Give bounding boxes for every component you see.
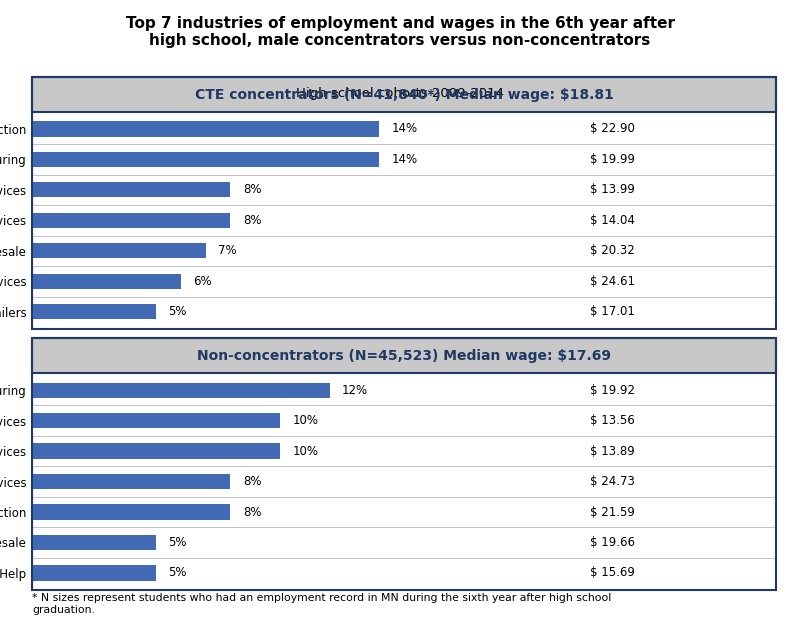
Text: $ 24.61: $ 24.61 [590, 275, 635, 288]
Text: 8%: 8% [243, 506, 262, 519]
Text: 7%: 7% [218, 244, 237, 257]
Text: 8%: 8% [243, 475, 262, 488]
Text: 8%: 8% [243, 183, 262, 196]
Text: $ 19.66: $ 19.66 [590, 536, 635, 549]
Text: Top 7 industries of employment and wages in the 6th year after
high school, male: Top 7 industries of employment and wages… [126, 16, 674, 49]
Text: 12%: 12% [342, 384, 368, 397]
Bar [32, 383, 330, 398]
Bar [32, 213, 230, 228]
Text: CTE concentrators (N=41,840*) Median wage: $18.81: CTE concentrators (N=41,840*) Median wag… [194, 88, 614, 101]
Text: 14%: 14% [392, 153, 418, 166]
Text: $ 21.59: $ 21.59 [590, 506, 635, 519]
Bar [32, 243, 206, 258]
Text: High school cohorts 2009-2014: High school cohorts 2009-2014 [296, 87, 504, 99]
Text: 6%: 6% [194, 275, 212, 288]
Text: 10%: 10% [293, 445, 318, 458]
Text: 8%: 8% [243, 214, 262, 227]
Text: $ 15.69: $ 15.69 [590, 567, 635, 579]
Text: Non-concentrators (N=45,523) Median wage: $17.69: Non-concentrators (N=45,523) Median wage… [197, 349, 611, 363]
Bar [32, 304, 156, 319]
Bar [32, 535, 156, 550]
Text: $ 20.32: $ 20.32 [590, 244, 634, 257]
Bar [32, 182, 230, 197]
Bar [32, 274, 181, 289]
Bar [32, 444, 280, 459]
Text: 14%: 14% [392, 122, 418, 135]
Text: 5%: 5% [169, 305, 187, 318]
Text: 10%: 10% [293, 414, 318, 427]
Text: * N sizes represent students who had an employment record in MN during the sixth: * N sizes represent students who had an … [32, 593, 611, 615]
Text: $ 13.89: $ 13.89 [590, 445, 634, 458]
Text: $ 13.56: $ 13.56 [590, 414, 634, 427]
Text: $ 14.04: $ 14.04 [590, 214, 635, 227]
Bar [32, 121, 379, 137]
Text: $ 19.99: $ 19.99 [590, 153, 635, 166]
Text: $ 13.99: $ 13.99 [590, 183, 635, 196]
Text: $ 24.73: $ 24.73 [590, 475, 635, 488]
Bar [32, 565, 156, 581]
Text: 5%: 5% [169, 567, 187, 579]
Text: 5%: 5% [169, 536, 187, 549]
Bar [32, 152, 379, 167]
Text: $ 22.90: $ 22.90 [590, 122, 635, 135]
Text: $ 17.01: $ 17.01 [590, 305, 635, 318]
Bar [32, 504, 230, 520]
Bar [32, 413, 280, 428]
Bar [32, 474, 230, 489]
Text: $ 19.92: $ 19.92 [590, 384, 635, 397]
